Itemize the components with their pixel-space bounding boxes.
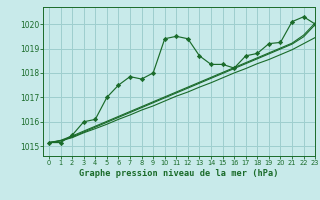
X-axis label: Graphe pression niveau de la mer (hPa): Graphe pression niveau de la mer (hPa) [79,169,279,178]
